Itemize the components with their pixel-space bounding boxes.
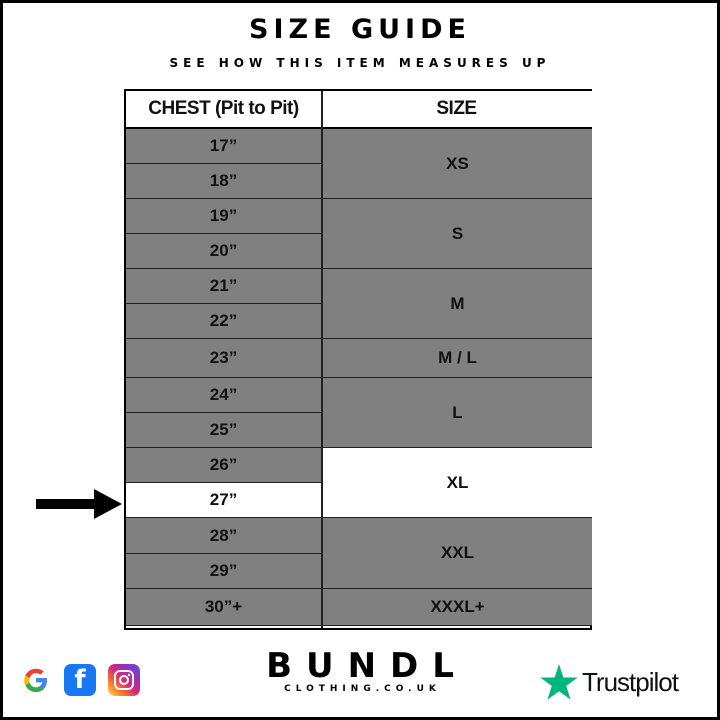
social-icons: f xyxy=(20,664,140,696)
brand-domain: CLOTHING.CO.UK xyxy=(284,684,441,694)
size-cell: S xyxy=(323,199,592,269)
brand-logo: BUNDL CLOTHING.CO.UK xyxy=(250,648,470,694)
chest-cell: 24” xyxy=(126,378,321,413)
trustpilot-logo: Trustpilot xyxy=(540,664,679,700)
chest-cell: 30”+ xyxy=(126,589,321,626)
size-table: CHEST (Pit to Pit) SIZE 17” 18” 19” 20” 21” 2… xyxy=(124,89,592,630)
chest-cell: 17” xyxy=(126,129,321,164)
google-icon xyxy=(20,664,52,696)
chest-cell: 22” xyxy=(126,304,321,339)
size-cell: XS xyxy=(323,129,592,199)
chest-cell: 28” xyxy=(126,518,321,554)
chest-cell: 25” xyxy=(126,413,321,448)
chest-cell: 29” xyxy=(126,554,321,589)
chest-cell: 23” xyxy=(126,339,321,378)
star-icon xyxy=(540,664,578,700)
arrow-right-icon xyxy=(36,489,122,519)
size-cell: M xyxy=(323,269,592,339)
chest-cell: 20” xyxy=(126,234,321,269)
size-cell: XXL xyxy=(323,518,592,589)
instagram-icon xyxy=(108,664,140,696)
chest-cell: 26” xyxy=(126,448,321,483)
header-chest: CHEST (Pit to Pit) xyxy=(126,91,321,129)
page-title: SIZE GUIDE xyxy=(249,14,471,45)
chest-cell: 19” xyxy=(126,199,321,234)
size-cell: XXXL+ xyxy=(323,589,592,626)
header-size: SIZE xyxy=(321,91,592,129)
page-subtitle: SEE HOW THIS ITEM MEASURES UP xyxy=(169,56,551,70)
brand-name: BUNDL xyxy=(266,646,468,686)
facebook-icon: f xyxy=(64,664,96,696)
chest-cell: 18” xyxy=(126,164,321,199)
size-cell: XL xyxy=(323,448,592,518)
chest-cell: 27” xyxy=(126,483,321,518)
size-cell: M / L xyxy=(323,339,592,378)
chest-cell: 21” xyxy=(126,269,321,304)
column-divider xyxy=(321,91,323,628)
trustpilot-text: Trustpilot xyxy=(582,666,679,697)
size-cell: L xyxy=(323,378,592,448)
